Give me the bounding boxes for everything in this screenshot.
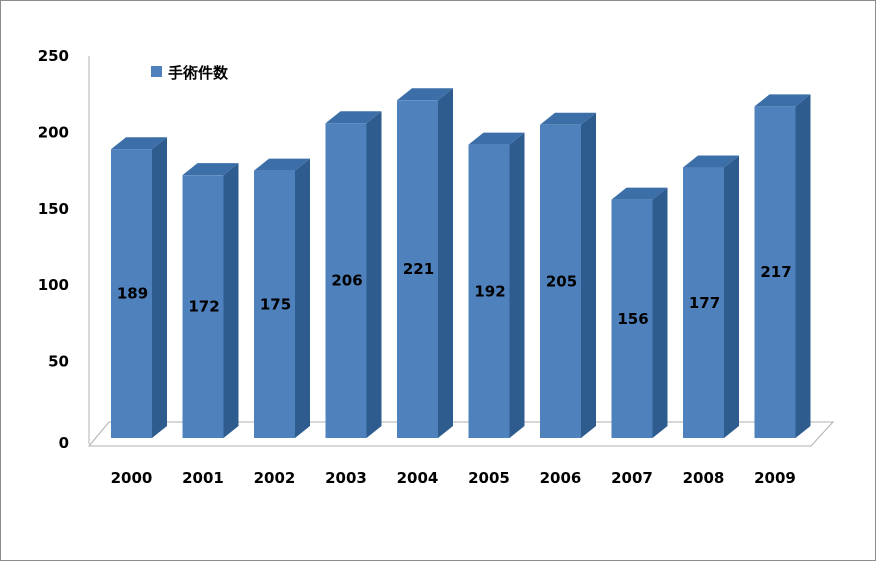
data-label-2006: 205 (546, 272, 577, 290)
bar-top (325, 111, 382, 124)
bar-front (611, 199, 653, 438)
bar-side (295, 158, 310, 438)
bar-2005 (468, 132, 525, 438)
data-label-2008: 177 (689, 294, 720, 312)
bar-2003 (325, 111, 382, 439)
y-tick-label-5: 250 (38, 47, 69, 65)
bar-2000 (111, 137, 167, 438)
labels-layer: 189 2000 172 2001 175 2002 206 2003 221 2004 192 20… (111, 260, 796, 487)
bars-layer (111, 88, 811, 439)
x-tick-label-2001: 2001 (182, 469, 224, 487)
bar-2009 (754, 94, 811, 438)
data-label-2001: 172 (188, 298, 219, 316)
bar-side (795, 94, 811, 438)
bar-2006 (540, 112, 596, 438)
x-tick-label-2003: 2003 (325, 469, 367, 487)
bar-2007 (611, 187, 668, 438)
x-tick-label-2000: 2000 (111, 469, 153, 487)
bar-top (182, 163, 239, 176)
y-tick-label-4: 200 (38, 123, 69, 141)
bar-2002 (254, 158, 310, 438)
bar-front (754, 106, 796, 438)
bar-side (223, 163, 239, 438)
bar-top (468, 132, 525, 145)
bar-side (724, 155, 739, 438)
bar-top (683, 155, 739, 168)
data-label-2000: 189 (117, 285, 148, 303)
bar-front (397, 100, 438, 438)
bar-side (509, 132, 525, 438)
bar-front (182, 175, 224, 438)
data-label-2005: 192 (474, 282, 505, 300)
bar-2001 (182, 163, 239, 438)
bar-2004 (397, 88, 453, 438)
data-label-2003: 206 (331, 272, 362, 290)
y-tick-label-3: 150 (38, 200, 69, 218)
x-tick-label-2007: 2007 (611, 469, 653, 487)
data-label-2004: 221 (403, 260, 434, 278)
legend-swatch (151, 66, 162, 77)
y-tick-label-0: 0 (59, 434, 69, 452)
bar-side (581, 112, 596, 438)
bar-front (468, 144, 510, 438)
x-tick-label-2006: 2006 (540, 469, 582, 487)
bar-side (438, 88, 453, 438)
x-tick-label-2009: 2009 (754, 469, 796, 487)
bar-top (397, 88, 453, 101)
bar-top (611, 187, 668, 200)
bar-front (254, 170, 295, 438)
bar-front (540, 124, 581, 438)
x-tick-label-2004: 2004 (397, 469, 439, 487)
y-tick-label-1: 50 (48, 353, 69, 371)
y-tick-label-2: 100 (38, 276, 69, 294)
bar-front (683, 167, 724, 438)
bar-top (254, 158, 310, 171)
x-tick-label-2008: 2008 (683, 469, 725, 487)
data-label-2007: 156 (617, 310, 648, 328)
bar-top (754, 94, 811, 107)
legend-label-0: 手術件数 (168, 64, 229, 82)
bar-top (540, 112, 596, 125)
bar-side (152, 137, 167, 438)
data-label-2009: 217 (760, 263, 791, 281)
bar-front (111, 149, 152, 438)
bar-front (325, 123, 367, 439)
bar-top (111, 137, 167, 150)
bar-side (366, 111, 382, 439)
x-tick-label-2002: 2002 (254, 469, 296, 487)
bar-side (652, 187, 668, 438)
bar-2008 (683, 155, 739, 438)
x-tick-label-2005: 2005 (468, 469, 510, 487)
data-label-2002: 175 (260, 295, 291, 313)
legend: 手術件数 (151, 64, 229, 82)
